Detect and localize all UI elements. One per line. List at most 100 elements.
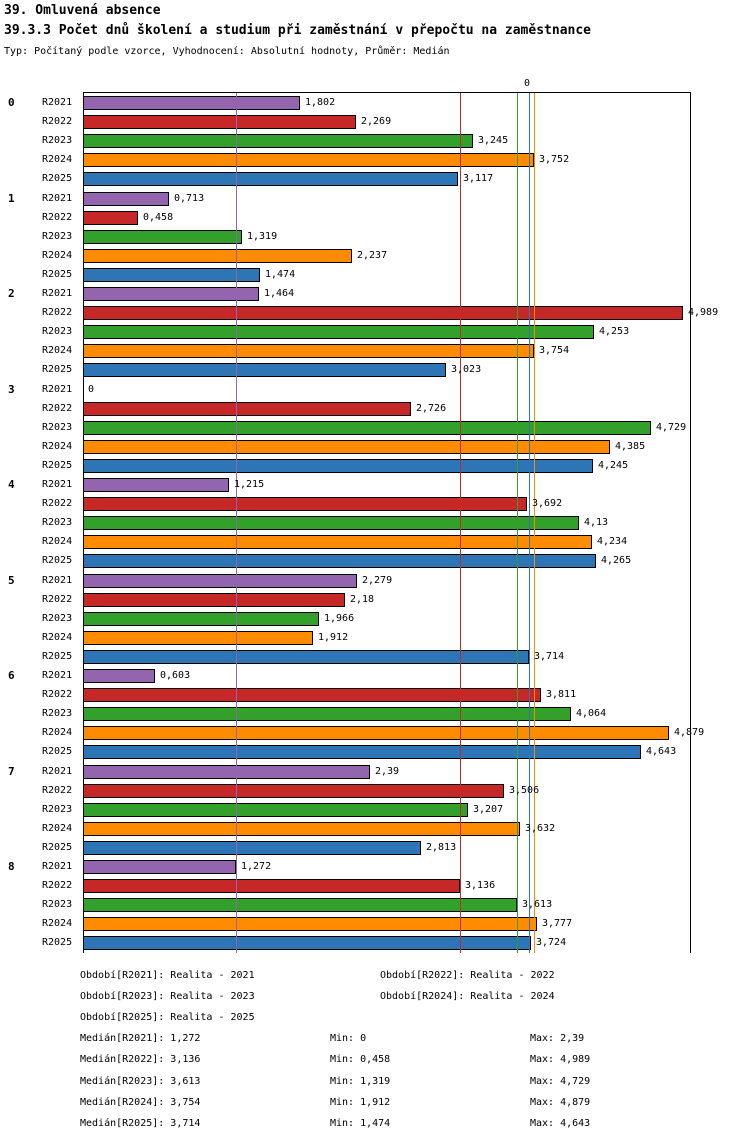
bar-value-label: 4,643 (646, 746, 677, 757)
series-label: R2021 (42, 479, 73, 490)
bar (83, 421, 651, 435)
bar-value-label: 1,802 (305, 97, 336, 108)
series-label: R2021 (42, 575, 73, 586)
bar (83, 554, 596, 568)
bar (83, 192, 169, 206)
bar (83, 535, 592, 549)
bar-value-label: 2,237 (357, 250, 388, 261)
series-label: R2025 (42, 937, 73, 948)
series-label: R2024 (42, 345, 73, 356)
bar (83, 287, 259, 301)
bar-value-label: 2,18 (350, 594, 375, 605)
bar (83, 268, 260, 282)
series-label: R2025 (42, 460, 73, 471)
group-label: 5 (8, 574, 15, 587)
bar-value-label: 2,269 (361, 116, 392, 127)
bar-value-label: 1,319 (247, 231, 278, 242)
bar-value-label: 4,385 (615, 441, 646, 452)
series-label: R2021 (42, 288, 73, 299)
stat-max: Max: 4,989 (530, 1054, 591, 1065)
series-label: R2025 (42, 269, 73, 280)
series-label: R2024 (42, 536, 73, 547)
bar (83, 593, 345, 607)
chart-meta: Typ: Počítaný podle vzorce, Vyhodnocení:… (4, 46, 450, 57)
bar-value-label: 3,613 (522, 899, 553, 910)
bar-chart-plot: 0 R2021 1,802 R2022 2,269 R2023 3,245 R2024 3,75… (0, 92, 750, 960)
bar (83, 402, 411, 416)
stat-min: Min: 1,474 (330, 1118, 391, 1129)
series-label: R2023 (42, 708, 73, 719)
bar (83, 516, 579, 530)
series-label: R2024 (42, 154, 73, 165)
bar (83, 574, 357, 588)
series-label: R2024 (42, 727, 73, 738)
median-line-r2024 (534, 92, 535, 953)
stat-median: Medián[R2024]: 3,754 (80, 1097, 201, 1108)
group-label: 4 (8, 478, 15, 491)
series-label: R2022 (42, 689, 73, 700)
group-label: 6 (8, 669, 15, 682)
series-label: R2024 (42, 441, 73, 452)
bar (83, 172, 458, 186)
group-label: 2 (8, 287, 15, 300)
bar (83, 115, 356, 129)
legend-item: Období[R2023]: Realita - 2023 (80, 991, 255, 1002)
stat-min: Min: 0 (330, 1033, 367, 1044)
group-label: 8 (8, 860, 15, 873)
bar (83, 669, 155, 683)
chart-left-axis (83, 92, 84, 953)
stat-max: Max: 2,39 (530, 1033, 585, 1044)
series-label: R2024 (42, 250, 73, 261)
legend-item: Období[R2025]: Realita - 2025 (80, 1012, 255, 1023)
bar-value-label: 3,632 (525, 823, 556, 834)
series-label: R2021 (42, 670, 73, 681)
bar (83, 898, 517, 912)
stat-median: Medián[R2025]: 3,714 (80, 1118, 201, 1129)
bar (83, 917, 537, 931)
legend-item: Období[R2021]: Realita - 2021 (80, 970, 255, 981)
stat-min: Min: 0,458 (330, 1054, 391, 1065)
bar (83, 879, 460, 893)
series-label: R2022 (42, 116, 73, 127)
bar (83, 765, 370, 779)
stat-max: Max: 4,879 (530, 1097, 591, 1108)
series-label: R2023 (42, 422, 73, 433)
bar-value-label: 3,752 (539, 154, 570, 165)
bar (83, 803, 468, 817)
bar-value-label: 0,458 (143, 212, 174, 223)
chart-top-axis (83, 92, 691, 93)
bar (83, 707, 571, 721)
series-label: R2021 (42, 193, 73, 204)
series-label: R2022 (42, 212, 73, 223)
bar-value-label: 4,879 (674, 726, 704, 740)
series-label: R2023 (42, 326, 73, 337)
bar (83, 784, 504, 798)
series-label: R2023 (42, 804, 73, 815)
series-label: R2024 (42, 823, 73, 834)
median-line-r2022 (460, 92, 461, 953)
bar-value-label: 2,813 (426, 842, 457, 853)
bar-value-label: 3,245 (478, 135, 509, 146)
bar-value-label: 4,064 (576, 708, 607, 719)
legend-item: Období[R2024]: Realita - 2024 (380, 991, 555, 1002)
bar-value-label: 2,39 (375, 766, 400, 777)
series-label: R2022 (42, 307, 73, 318)
bar-value-label: 4,245 (598, 460, 629, 471)
series-label: R2024 (42, 918, 73, 929)
bar-value-label: 1,966 (324, 613, 355, 624)
series-label: R2023 (42, 899, 73, 910)
bar-value-label: 4,729 (656, 422, 687, 433)
series-label: R2021 (42, 384, 73, 395)
bar (83, 936, 531, 950)
bar (83, 344, 534, 358)
series-label: R2025 (42, 173, 73, 184)
bar (83, 153, 534, 167)
bar (83, 211, 138, 225)
group-label: 3 (8, 383, 15, 396)
stat-median: Medián[R2022]: 3,136 (80, 1054, 201, 1065)
series-label: R2022 (42, 785, 73, 796)
bar-value-label: 3,506 (509, 785, 540, 796)
report-title: 39. Omluvená absence (4, 3, 161, 18)
bar (83, 96, 300, 110)
bar-value-label: 1,474 (265, 269, 296, 280)
